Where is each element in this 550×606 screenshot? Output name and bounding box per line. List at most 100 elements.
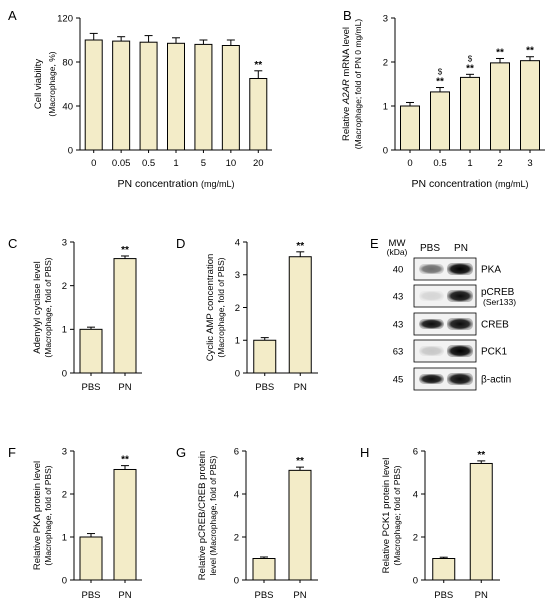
x-tick-label: PBS xyxy=(434,590,453,601)
x-axis-title-unit: (mg/mL) xyxy=(495,179,529,189)
x-tick-label: 1 xyxy=(467,158,472,169)
x-tick-label: 0.5 xyxy=(433,158,446,169)
panel-letter: F xyxy=(8,445,16,460)
x-tick-label: PN xyxy=(118,590,131,601)
western-blot-panel: E MW(kDa) PBS PN 40 PKA 43 pCREB(Ser133) 43 CREB 6… xyxy=(370,236,516,391)
significance-mark: ** xyxy=(121,455,129,466)
x-axis-title-text: PN concentration xyxy=(412,178,495,190)
significance-mark-dollar: $ xyxy=(438,68,443,77)
x-tick-label: PBS xyxy=(254,590,273,601)
x-tick-label: 2 xyxy=(497,158,502,169)
significance-mark: ** xyxy=(466,63,474,74)
panel-letter: B xyxy=(343,8,352,23)
bar xyxy=(490,62,510,151)
bar xyxy=(79,536,103,581)
y-tick-label: 6 xyxy=(234,446,239,457)
bar xyxy=(253,339,277,374)
protein-label: PCK1 xyxy=(481,347,508,358)
y-tick-label: 3 xyxy=(62,446,67,457)
significance-mark: ** xyxy=(254,60,262,71)
y-tick-label: 1 xyxy=(62,532,67,543)
x-tick-label: 10 xyxy=(226,158,237,169)
y-tick-label: 2 xyxy=(235,303,240,314)
x-axis-title-unit: (mg/mL) xyxy=(201,179,235,189)
x-tick-label: PBS xyxy=(81,382,100,393)
x-tick-label: 0.05 xyxy=(112,158,131,169)
blot-row--actin: 45 β-actin xyxy=(393,367,511,391)
x-tick-label: PN xyxy=(475,590,488,601)
y-tick-label: 1 xyxy=(62,325,67,336)
bar xyxy=(113,468,137,581)
y-tick-label: 0 xyxy=(234,575,239,586)
x-axis-title-text: PN concentration xyxy=(118,178,201,190)
x-axis-title: PN concentration (mg/mL) xyxy=(412,178,529,190)
significance-mark: ** xyxy=(296,456,304,467)
bar xyxy=(432,558,456,581)
chart-panel-c: C 0 1 2 3 PBS ** PN Adenylyl cyclase level (Macro… xyxy=(8,236,142,393)
x-tick-label: PBS xyxy=(255,382,274,393)
significance-mark-dollar: $ xyxy=(468,54,473,63)
band-pn xyxy=(447,345,473,357)
mw-value: 43 xyxy=(393,320,404,331)
blot-row-pck1: 63 PCK1 xyxy=(393,339,508,363)
x-tick-label: 0 xyxy=(407,158,412,169)
band-pbs xyxy=(419,374,444,384)
y-axis-subtitle: (Macrophage, fold of PBS) xyxy=(216,257,226,357)
y-axis-title-part: mRNA level xyxy=(341,27,352,79)
y-axis-subtitle: (Macrophage, fold of PBS) xyxy=(43,465,53,565)
y-axis-title: Cell viability xyxy=(33,59,44,109)
lane-label-pn: PN xyxy=(454,243,468,254)
significance-mark: ** xyxy=(296,241,304,252)
x-tick-label: PN xyxy=(293,590,306,601)
y-tick-label: 2 xyxy=(62,489,67,500)
mw-header: MW xyxy=(389,238,406,249)
protein-label: CREB xyxy=(481,320,509,331)
significance-mark: ** xyxy=(477,450,485,461)
x-tick-label: 0.5 xyxy=(142,158,155,169)
protein-label: PKA xyxy=(481,265,501,276)
panel-letter: A xyxy=(8,8,17,23)
bar xyxy=(113,258,137,374)
blot-row-pka: 40 PKA xyxy=(393,257,501,281)
band-pn xyxy=(447,263,473,275)
y-tick-label: 6 xyxy=(413,446,418,457)
panel-letter: D xyxy=(176,236,185,251)
y-axis-subtitle: (Macrophage, %) xyxy=(47,51,57,116)
y-tick-label: 0 xyxy=(413,575,418,586)
y-axis-title: Relative PKA protein level xyxy=(32,461,43,570)
x-tick-label: 0 xyxy=(91,158,96,169)
bar xyxy=(79,328,103,374)
band-pn xyxy=(447,373,473,385)
x-tick-label: 3 xyxy=(527,158,532,169)
y-axis-title: Relative A2AR mRNA level xyxy=(341,27,352,141)
y-tick-label: 3 xyxy=(235,270,240,281)
bar xyxy=(139,41,158,151)
bar xyxy=(288,469,312,581)
y-tick-label: 2 xyxy=(234,532,239,543)
significance-mark: ** xyxy=(121,245,129,256)
y-tick-label: 0 xyxy=(383,145,388,156)
y-axis-title-part: Relative xyxy=(341,104,352,141)
chart-panel-g: G 0 2 4 6 PBS ** PN Relative pCREB/CREB protein l… xyxy=(176,445,318,601)
bar xyxy=(469,462,493,581)
significance-mark: ** xyxy=(496,47,504,58)
y-tick-label: 2 xyxy=(62,281,67,292)
bar xyxy=(430,91,450,151)
band-pbs xyxy=(419,291,444,301)
y-axis-title: Relative PCK1 protein level xyxy=(381,458,392,574)
panel-letter: E xyxy=(370,236,379,251)
lane-label-pbs: PBS xyxy=(420,243,440,254)
panel-letter: H xyxy=(360,445,369,460)
band-pbs xyxy=(419,319,444,329)
y-tick-label: 80 xyxy=(62,57,73,68)
y-axis-subtitle: (Macrophage, fold of PBS) xyxy=(43,257,53,357)
y-tick-label: 3 xyxy=(62,237,67,248)
mw-value: 40 xyxy=(393,265,404,276)
bar xyxy=(400,105,420,151)
protein-label: β-actin xyxy=(481,375,511,386)
y-tick-label: 3 xyxy=(383,13,388,24)
y-axis-title: Cyclic AMP concentration xyxy=(205,254,216,362)
significance-mark: ** xyxy=(436,77,444,88)
